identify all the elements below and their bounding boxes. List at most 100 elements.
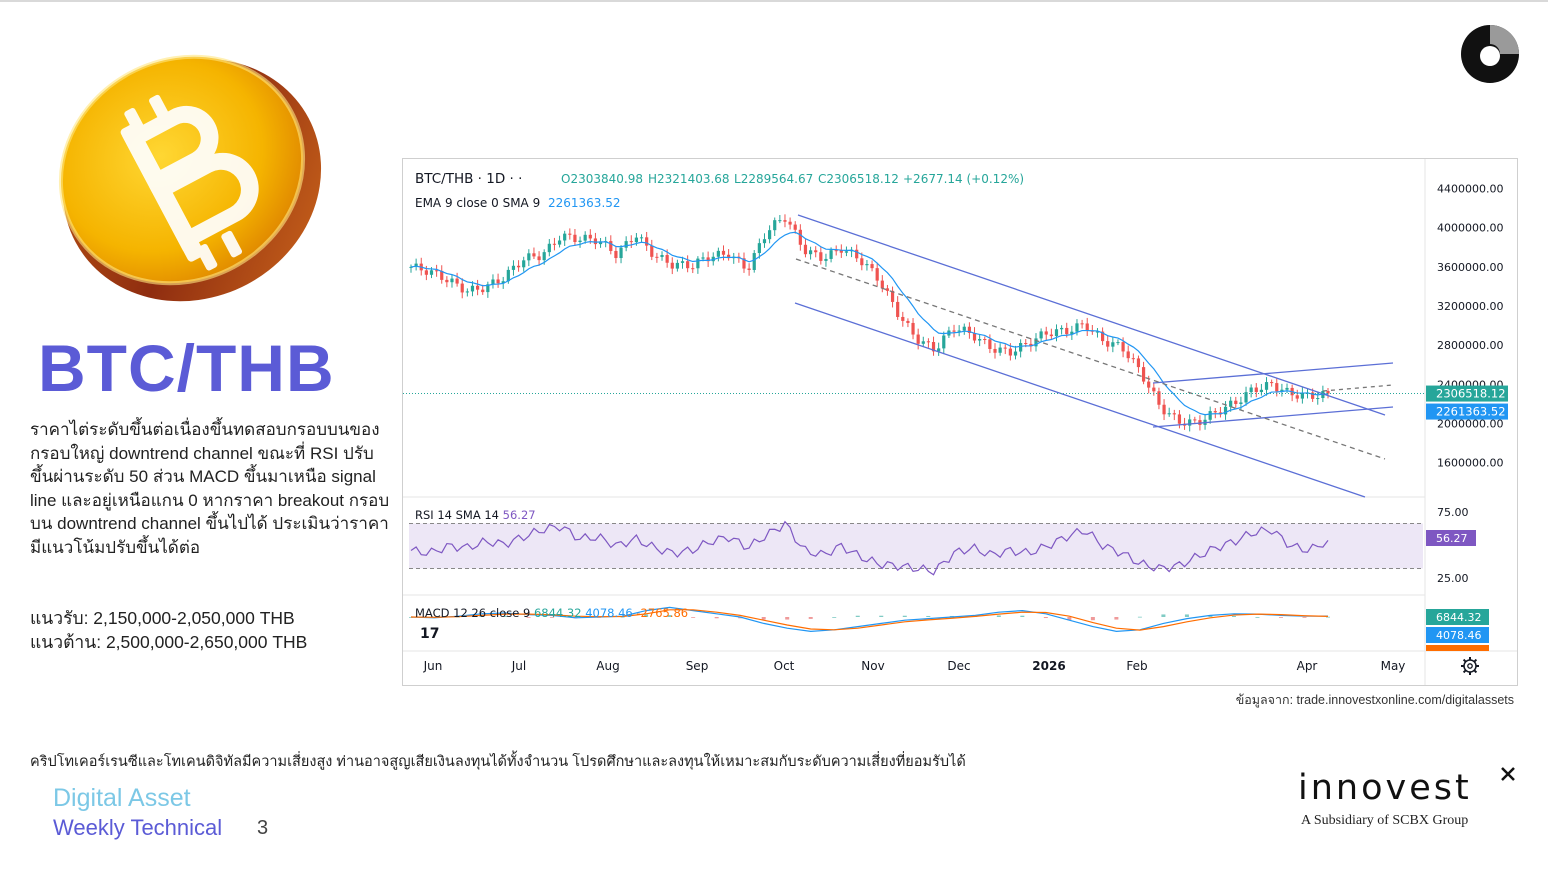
candle-body (522, 260, 526, 268)
candle-body (1106, 341, 1110, 347)
candle-body (860, 258, 864, 266)
candle-body (624, 241, 628, 248)
macd-hist-bar (855, 615, 860, 617)
candle-body (1019, 343, 1023, 352)
candle-body (1034, 338, 1038, 347)
signal-line (410, 609, 1329, 631)
macd-hist-bar (808, 617, 813, 619)
candle-body (819, 252, 823, 261)
macd-hist-bar (714, 617, 719, 619)
macd-hist-bar (1184, 614, 1189, 617)
candle-body (1095, 331, 1100, 333)
candle-body (1208, 411, 1212, 420)
brand-logo-text: innovest (1298, 768, 1472, 808)
x-tick-label: Jul (511, 659, 526, 673)
candle-body (906, 320, 910, 323)
macd-hist-bar (691, 617, 696, 618)
macd-hist-bar (526, 617, 531, 618)
candle-body (1152, 387, 1156, 392)
analysis-text: ราคาไต่ระดับขึ้นต่อเนื่องขึ้นทดสอบกรอบบน… (30, 420, 390, 557)
macd-hist-bar (644, 614, 649, 617)
y-tick-label: 2800000.00 (1437, 339, 1503, 352)
candle-body (926, 341, 931, 343)
candle-body (829, 250, 833, 259)
brand-ring-icon (1461, 25, 1519, 83)
candle-body (1054, 329, 1059, 337)
candle-body (568, 233, 572, 235)
candle-body (962, 326, 966, 331)
candle-body (655, 256, 659, 258)
data-source-note: ข้อมูลจาก: trade.innovestxonline.com/dig… (1235, 693, 1514, 707)
candle-body (1300, 392, 1304, 399)
candle-body (701, 257, 705, 259)
candle-body (783, 220, 787, 222)
macd-hist-bar (926, 615, 931, 617)
candle-body (511, 265, 516, 270)
macd-line (410, 606, 1329, 633)
candle-body (1249, 387, 1253, 393)
symbol-header: BTC/THB · 1D · · (415, 171, 522, 187)
brand-x-icon (1501, 767, 1515, 781)
candle-body (788, 221, 792, 225)
candle-body (716, 250, 720, 257)
candle-body (563, 233, 567, 241)
signal-value-tag (1426, 627, 1489, 643)
macd-hist-bar (1208, 615, 1213, 617)
ohlc-low: L2289564.67 (734, 172, 813, 186)
page-number: 3 (257, 817, 269, 839)
candle-body (629, 241, 633, 243)
candle-body (896, 301, 900, 317)
macd-hist-bar (479, 615, 484, 617)
candle-body (957, 330, 961, 332)
candle-body (1111, 342, 1115, 347)
candle-body (470, 285, 475, 292)
candle-body (793, 224, 797, 230)
chart-settings-icon[interactable] (1461, 657, 1479, 675)
candle-body (675, 262, 679, 269)
candle-body (1126, 351, 1130, 359)
candle-body (1075, 323, 1079, 332)
candle-body (972, 332, 977, 341)
candle-body (1039, 331, 1043, 339)
candle-body (1264, 382, 1269, 390)
signal-value-tag-text: 4078.46 (1436, 629, 1482, 642)
candle-body (578, 240, 582, 243)
y-tick-label: 4000000.00 (1437, 222, 1503, 235)
chart-canvas: BTC/THB · 1D · · O2303840.98 H2321403.68… (403, 159, 1517, 685)
candle-body (665, 255, 669, 263)
candle-body (1157, 391, 1161, 405)
candle-body (1116, 342, 1120, 344)
candle-body (516, 265, 521, 268)
candle-body (1213, 411, 1217, 413)
candle-body (1295, 395, 1299, 399)
candle-body (691, 268, 695, 270)
rsi-line (410, 520, 1329, 576)
rsi-level-25: 25.00 (1437, 572, 1469, 585)
candle-body (768, 230, 772, 240)
macd-hist-bar (785, 617, 790, 620)
candle-body (983, 338, 987, 340)
candle-body (998, 347, 1002, 353)
footer-series-title: Digital Asset (53, 784, 191, 812)
channel-midline (795, 258, 1386, 460)
x-tick-label: May (1381, 659, 1406, 673)
candle-body (839, 250, 843, 253)
candle-body (1188, 419, 1192, 426)
candle-body (1326, 391, 1330, 394)
candle-body (762, 239, 767, 244)
candle-body (952, 330, 956, 332)
candle-body (1259, 389, 1264, 393)
macd-hist-bar (996, 615, 1001, 617)
candle-body (455, 278, 459, 284)
candle-body (429, 270, 434, 275)
candle-body (1070, 331, 1074, 335)
candle-body (1024, 343, 1028, 345)
rsi-band (409, 523, 1423, 569)
candle-body (460, 283, 464, 293)
svg-text:17: 17 (420, 626, 439, 642)
candle-body (1008, 348, 1012, 356)
candle-body (1080, 323, 1084, 325)
page-title: BTC/THB (38, 331, 335, 405)
candle-body (686, 261, 690, 269)
channel-extension (1322, 384, 1394, 392)
